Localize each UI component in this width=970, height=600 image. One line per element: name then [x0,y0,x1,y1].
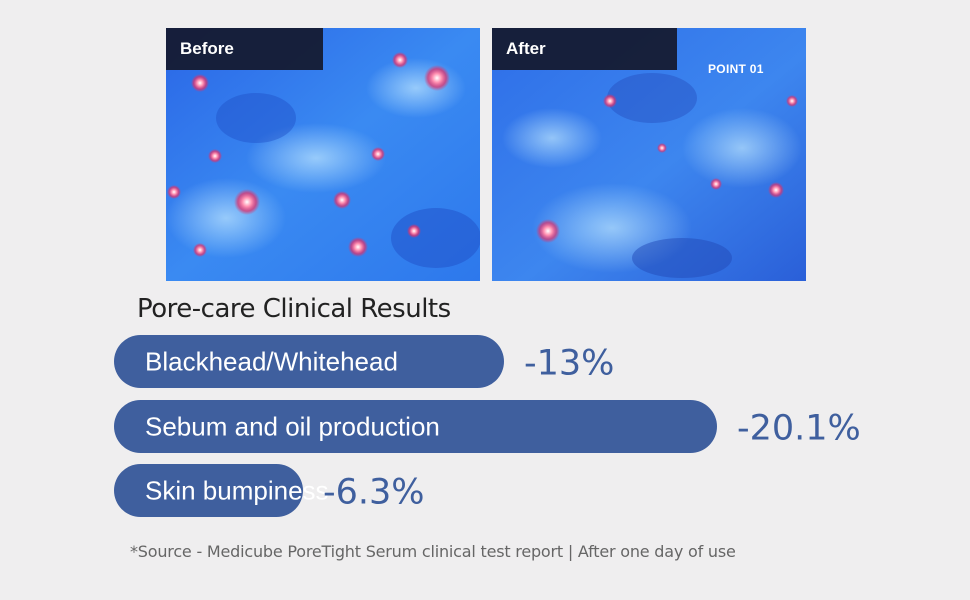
chart-title: Pore-care Clinical Results [137,294,451,324]
before-skin-image [166,28,480,281]
value-label-sebum-and-oil-production: -20.1% [737,409,861,449]
bar-label-blackhead-whitehead: Blackhead/Whitehead [145,347,398,377]
before-photo: Before [166,28,480,281]
after-photo: After POINT 01 [492,28,806,281]
bar-blackhead-whitehead [114,335,504,388]
point-label: POINT 01 [708,62,764,76]
before-label: Before [166,28,323,70]
bar-label-skin-bumpiness: Skin bumpiness [145,476,329,506]
after-skin-image [492,28,806,281]
bar-skin-bumpiness [114,464,303,517]
value-label-skin-bumpiness: -6.3% [323,473,425,513]
after-label: After [492,28,677,70]
source-footnote: *Source - Medicube PoreTight Serum clini… [130,542,736,561]
bar-sebum-and-oil-production [114,400,717,453]
bar-label-sebum-and-oil-production: Sebum and oil production [145,412,440,442]
value-label-blackhead-whitehead: -13% [524,344,614,384]
